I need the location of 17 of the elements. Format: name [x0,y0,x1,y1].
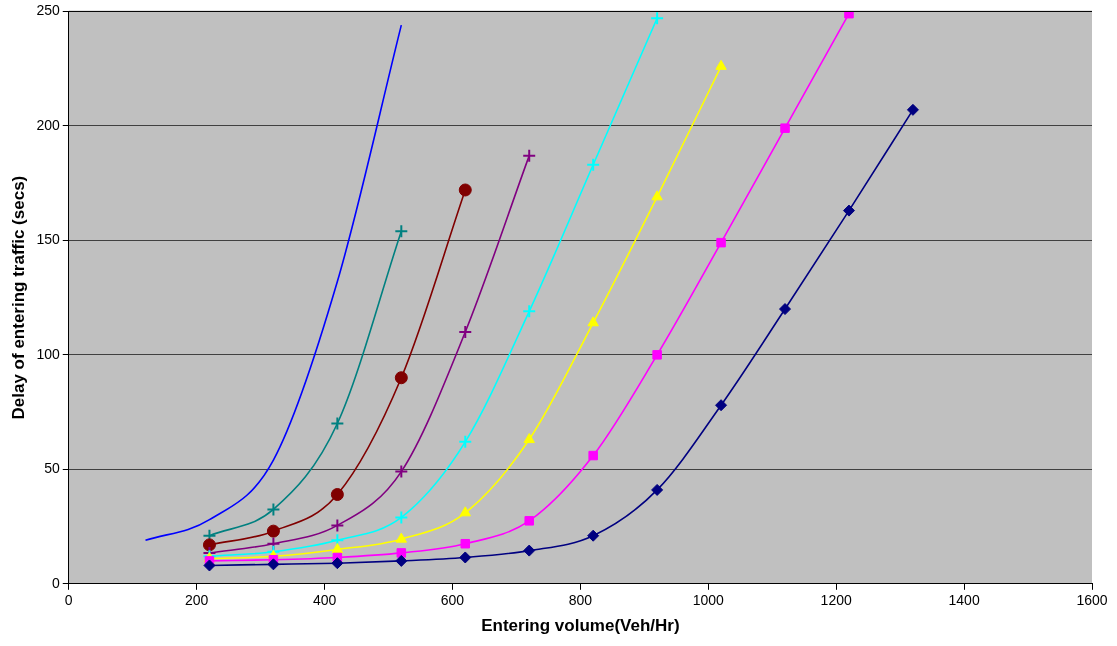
x-tick-label: 1200 [820,592,852,609]
x-tick-label: 1400 [948,592,980,609]
x-tick-label: 800 [568,592,593,609]
y-tick-label: 150 [36,231,60,248]
x-tick-label: 400 [312,592,337,609]
y-tick-label: 200 [36,116,60,133]
x-axis-title: Entering volume(Veh/Hr) [481,616,680,636]
x-tick-label: 1000 [692,592,725,609]
y-tick-label: 250 [36,2,60,19]
y-tick-label: 0 [51,574,60,591]
x-tick-label: 600 [440,592,465,609]
x-tick-label: 0 [64,592,73,609]
y-tick-label: 100 [36,345,60,362]
y-tick-label: 50 [44,460,60,477]
y-axis-title: Delay of entering traffic (secs) [8,175,28,420]
x-tick-label: 1600 [1076,592,1108,609]
x-tick-label: 200 [184,592,209,609]
